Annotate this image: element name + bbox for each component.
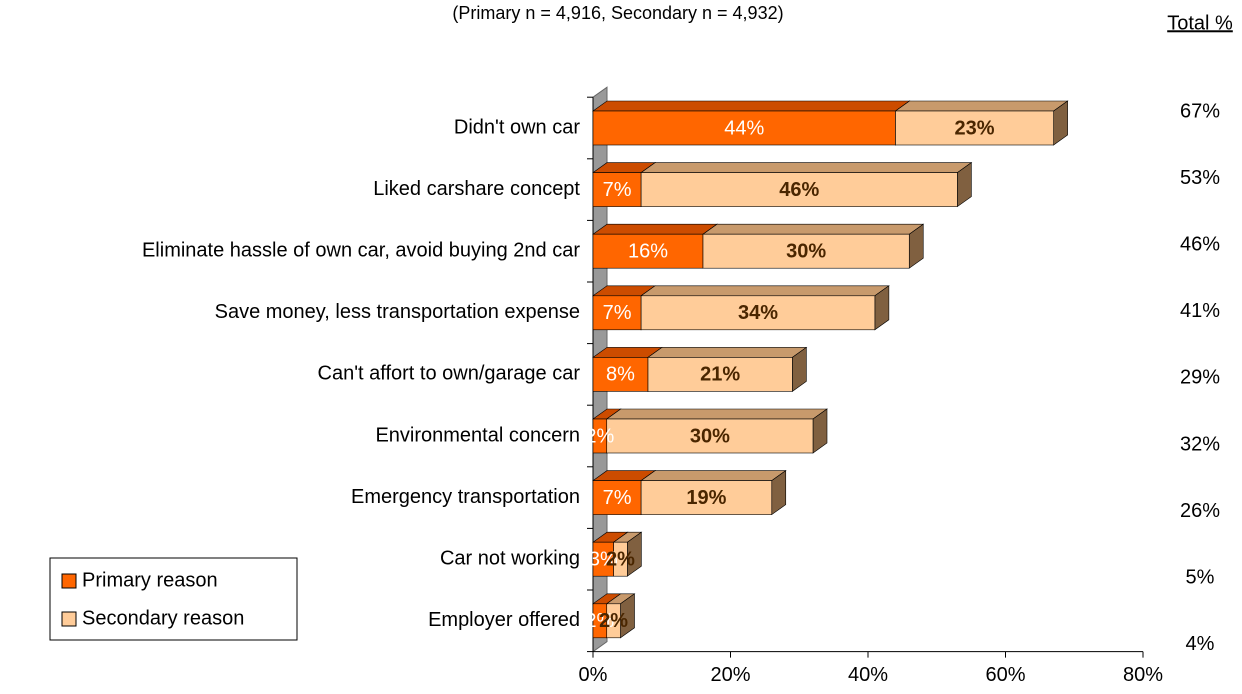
category-label: Environmental concern <box>375 424 580 446</box>
x-tick-label: 20% <box>710 664 750 686</box>
bar <box>606 418 814 454</box>
bar-top <box>592 223 718 235</box>
total-label: 4% <box>1186 633 1215 655</box>
bar <box>640 295 876 331</box>
totals-title: Total % <box>1167 12 1233 34</box>
legend-label: Primary reason <box>82 569 218 591</box>
legend-swatch <box>61 611 77 627</box>
bar <box>606 603 621 639</box>
category-label: Eliminate hassle of own car, avoid buyin… <box>142 239 580 261</box>
category-label: Employer offered <box>428 609 580 631</box>
category-label: Car not working <box>440 547 580 569</box>
bar <box>592 233 704 269</box>
total-label: 41% <box>1180 300 1220 322</box>
value-label: 8% <box>606 364 635 386</box>
bar <box>647 357 793 392</box>
value-label: 21% <box>700 364 740 386</box>
bar-top <box>640 470 787 481</box>
value-label: 23% <box>955 117 995 139</box>
bar <box>640 172 958 207</box>
value-label: 19% <box>686 487 726 509</box>
value-label: 2% <box>606 548 635 570</box>
bar <box>592 110 896 146</box>
category-label: Emergency transportation <box>351 486 580 508</box>
bar-top <box>640 285 890 297</box>
legend <box>49 557 298 641</box>
x-tick-label: 60% <box>985 664 1025 686</box>
category-label: Liked carshare concept <box>373 178 580 200</box>
value-label: 2% <box>599 610 628 632</box>
bar <box>592 295 642 331</box>
legend-swatch <box>61 573 77 589</box>
total-label: 5% <box>1186 566 1215 588</box>
value-label: 2% <box>585 610 614 632</box>
value-label: 16% <box>628 240 668 262</box>
total-label: 29% <box>1180 367 1220 389</box>
value-label: 34% <box>738 302 778 324</box>
bar-top <box>894 100 1069 112</box>
bar <box>702 233 910 269</box>
bar-top <box>702 223 925 235</box>
value-label: 30% <box>786 240 826 262</box>
category-label: Can't affort to own/garage car <box>318 363 581 385</box>
value-label: 7% <box>603 302 632 324</box>
category-label: Save money, less transportation expense <box>215 301 580 323</box>
legend-label: Secondary reason <box>82 607 244 629</box>
x-tick-label: 0% <box>579 664 608 686</box>
chart-subtitle: (Primary n = 4,916, Secondary n = 4,932) <box>452 3 783 23</box>
bar <box>640 480 773 515</box>
bar <box>613 541 628 577</box>
category-label: Didn't own car <box>454 116 580 138</box>
total-label: 53% <box>1180 167 1220 189</box>
total-label: 32% <box>1180 433 1220 455</box>
bar <box>592 480 642 515</box>
value-label: 44% <box>724 117 764 139</box>
x-tick-label: 80% <box>1123 664 1163 686</box>
bar <box>895 110 1054 146</box>
value-label: 7% <box>603 487 632 509</box>
bar <box>592 357 649 392</box>
total-label: 46% <box>1180 233 1220 255</box>
total-label: 67% <box>1180 100 1220 122</box>
bar-top <box>647 347 808 358</box>
x-tick-label: 40% <box>848 664 888 686</box>
bar-top <box>640 162 973 173</box>
value-label: 30% <box>690 425 730 447</box>
value-label: 7% <box>603 179 632 201</box>
total-label: 26% <box>1180 500 1220 522</box>
value-label: 46% <box>779 179 819 201</box>
value-label: 2% <box>585 425 614 447</box>
bar-top <box>605 408 828 420</box>
value-label: 3% <box>589 548 618 570</box>
bar-top <box>592 100 911 112</box>
